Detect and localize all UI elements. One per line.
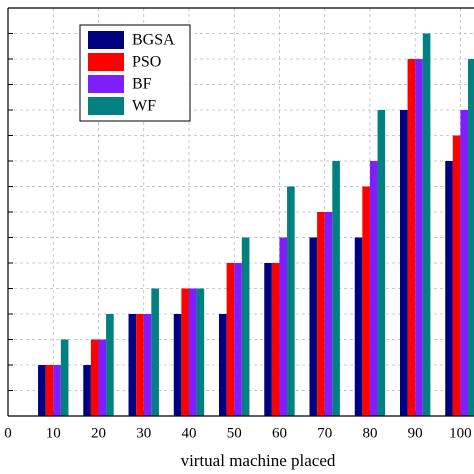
bar <box>445 161 453 416</box>
legend-swatch <box>88 53 124 71</box>
bar <box>219 314 227 416</box>
bar <box>128 314 137 416</box>
bar <box>452 135 461 416</box>
bar <box>468 59 474 416</box>
bar <box>317 212 325 416</box>
bar <box>264 263 272 416</box>
bar <box>173 314 182 416</box>
bar <box>226 263 235 416</box>
x-tick-label: 40 <box>181 425 196 441</box>
legend-swatch <box>88 75 124 93</box>
bar <box>98 339 107 416</box>
bar <box>287 186 295 416</box>
x-tick-label: 80 <box>362 425 377 441</box>
legend-swatch <box>88 97 124 115</box>
bar <box>324 212 333 416</box>
x-tick-label: 60 <box>272 425 287 441</box>
legend-label: WF <box>132 98 156 115</box>
bar <box>53 365 61 416</box>
bar <box>136 314 144 416</box>
x-tick-label: 10 <box>46 425 61 441</box>
x-tick-label: 70 <box>317 425 332 441</box>
bar <box>106 314 114 416</box>
bar <box>181 288 189 416</box>
bar <box>143 314 152 416</box>
bar <box>241 237 250 416</box>
legend-label: PSO <box>132 54 161 71</box>
bar <box>38 365 46 416</box>
bar <box>369 161 378 416</box>
bar <box>45 365 54 416</box>
legend-swatch <box>88 31 124 49</box>
bar <box>60 339 69 416</box>
bar <box>407 59 416 416</box>
bar <box>354 237 363 416</box>
x-tick-label: 20 <box>91 425 106 441</box>
bar <box>196 288 205 416</box>
bar <box>422 33 431 416</box>
x-tick-label: 30 <box>136 425 151 441</box>
x-axis-label: virtual machine placed <box>181 451 336 470</box>
bar <box>234 263 242 416</box>
bar <box>271 263 280 416</box>
bar <box>83 365 91 416</box>
legend-label: BF <box>132 76 152 93</box>
bar <box>399 110 408 416</box>
x-tick-label: 90 <box>408 425 423 441</box>
bar <box>460 110 469 416</box>
bar <box>279 237 288 416</box>
bar <box>309 237 318 416</box>
bar <box>151 288 159 416</box>
x-tick-label: 50 <box>227 425 242 441</box>
bar <box>377 110 386 416</box>
legend-label: BGSA <box>132 32 175 49</box>
bar <box>415 59 423 416</box>
bar <box>332 161 340 416</box>
bar <box>188 288 197 416</box>
x-tick-label: 100 <box>449 425 472 441</box>
x-tick-label: 0 <box>4 425 12 441</box>
bar <box>90 339 99 416</box>
bar <box>362 186 370 416</box>
